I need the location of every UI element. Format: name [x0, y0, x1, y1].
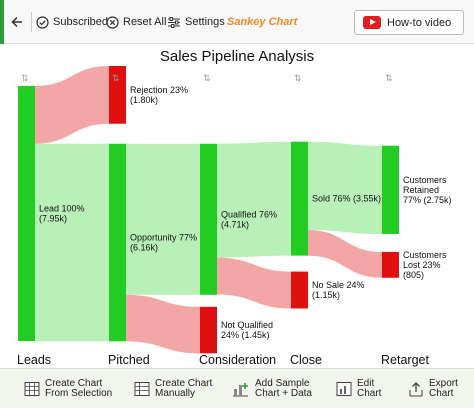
node-label-lost: Customers — [403, 250, 447, 260]
flow-link-sold-lost — [308, 229, 382, 278]
sort-arrows-icon: ⇅ — [21, 73, 29, 83]
how-to-video-label: How-to video — [387, 16, 452, 29]
node-label-lead: (7.95k) — [39, 214, 67, 224]
add-sample-line1: Add Sample — [255, 378, 310, 389]
flow-link-qualified-nosale — [217, 257, 291, 309]
chart-plus-icon — [232, 381, 250, 397]
stage-label: Pitched — [108, 353, 150, 367]
node-label-notqualified: 24% (1.45k) — [221, 330, 270, 340]
create-selection-line1: Create Chart — [45, 378, 103, 389]
node-nosale — [291, 271, 308, 309]
node-retained — [382, 145, 399, 234]
node-label-rejection: Rejection 23% — [130, 85, 188, 95]
toolbar-divider — [31, 12, 32, 32]
chart-title: Sales Pipeline Analysis — [159, 48, 315, 65]
node-label-retained: Retained — [403, 185, 439, 195]
sort-arrows-icon: ⇅ — [203, 73, 211, 83]
node-label-retained: Customers — [403, 175, 447, 185]
node-label-nosale: No Sale 24% — [312, 280, 365, 290]
flow-link-opportunity-qualified — [126, 143, 200, 295]
node-label-nosale: (1.15k) — [312, 290, 340, 300]
node-notqualified — [200, 306, 217, 354]
create-manual-line1: Create Chart — [155, 378, 213, 389]
sort-arrows-icon: ⇅ — [112, 73, 120, 83]
check-circle-icon — [36, 15, 49, 29]
node-label-lead: Lead 100% — [39, 204, 85, 214]
flow-link-qualified-sold — [217, 141, 291, 258]
stage-label: Retarget — [381, 353, 429, 367]
node-label-lost: Lost 23% — [403, 260, 441, 270]
node-label-notqualified: Not Qualified — [221, 320, 273, 330]
how-to-video-button[interactable]: How-to video — [354, 10, 464, 35]
edit-chart-line2: Chart — [357, 388, 382, 399]
add-sample-line2: Chart + Data — [255, 388, 312, 399]
settings-label: Settings — [185, 16, 225, 28]
node-label-qualified: Qualified 76% — [221, 209, 277, 219]
node-label-retained: 77% (2.75k) — [403, 195, 452, 205]
back-button[interactable] — [10, 0, 28, 44]
flow-link-opportunity-notqualified — [126, 294, 200, 354]
node-lead — [18, 86, 35, 341]
brand-label: Sankey Chart — [227, 16, 298, 28]
top-toolbar: Subscribed Reset All Settings Sankey Cha… — [0, 0, 474, 44]
settings-button[interactable]: Settings — [167, 0, 225, 44]
flow-link-lead-opportunity — [35, 143, 109, 342]
close-circle-icon — [106, 15, 119, 29]
create-selection-line2: From Selection — [45, 388, 113, 399]
toolbar-accent — [0, 0, 4, 44]
create-manual-line2: Manually — [155, 388, 196, 399]
sliders-icon — [167, 16, 181, 29]
bottom-toolbar: Create Chart From Selection Create Chart… — [0, 368, 474, 408]
export-chart-line1: Export — [429, 378, 458, 389]
back-arrow-icon — [10, 15, 24, 29]
table-edit-icon — [134, 381, 150, 397]
node-opportunity — [109, 143, 126, 342]
subscribed-button[interactable]: Subscribed — [36, 0, 108, 44]
node-label-sold: Sold 76% (3.55k) — [312, 194, 381, 204]
subscribed-label: Subscribed — [53, 16, 109, 28]
chart-edit-icon — [336, 381, 352, 397]
reset-all-label: Reset All — [123, 16, 167, 28]
stage-label: Consideration — [199, 353, 276, 367]
table-grid-icon — [24, 381, 40, 397]
youtube-play-icon — [363, 16, 381, 29]
node-qualified — [200, 143, 217, 295]
node-label-qualified: (4.71k) — [221, 219, 249, 229]
node-lost — [382, 251, 399, 278]
create-chart-from-selection-button[interactable]: Create Chart From Selection — [24, 375, 112, 403]
create-chart-manually-button[interactable]: Create Chart Manually — [134, 375, 212, 403]
node-label-lost: (805) — [403, 270, 424, 280]
flow-link-lead-rejection — [35, 66, 109, 144]
stage-label: Leads — [17, 353, 51, 367]
sankey-svg: Lead 100%(7.95k) Rejection 23%(1.80k) Oppo… — [17, 66, 452, 367]
node-label-opportunity: Opportunity 77% — [130, 233, 197, 243]
stage-label: Close — [290, 353, 322, 367]
node-rejection — [109, 66, 126, 124]
flow-link-sold-retained — [308, 141, 382, 234]
node-label-opportunity: (6.16k) — [130, 243, 158, 253]
export-icon — [408, 381, 424, 397]
node-sold — [291, 141, 308, 256]
sankey-chart: Lead 100% (7.95k) Rejection 23% (1.80k) Oppo… — [0, 44, 474, 368]
export-chart-line2: Chart — [429, 388, 454, 399]
node-label-rejection: (1.80k) — [130, 95, 158, 105]
reset-all-button[interactable]: Reset All — [106, 0, 166, 44]
edit-chart-line1: Edit — [357, 378, 375, 389]
sort-arrows-icon: ⇅ — [385, 73, 393, 83]
export-chart-button[interactable]: Export Chart — [408, 375, 458, 403]
edit-chart-button[interactable]: Edit Chart — [336, 375, 381, 403]
sort-arrows-icon: ⇅ — [294, 73, 302, 83]
add-sample-chart-button[interactable]: Add Sample Chart + Data — [232, 375, 312, 403]
